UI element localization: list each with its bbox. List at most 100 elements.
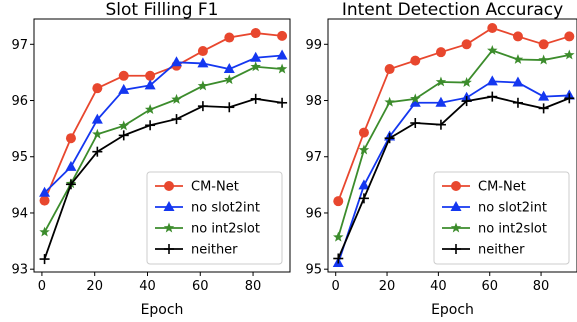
series-line [43,97,283,260]
legend: CM-Net no slot2int no int2slot neither [433,171,570,265]
data-point [538,39,549,50]
data-point [91,113,103,124]
x-tick-label: 0 [38,279,46,294]
series-line [337,27,570,202]
chart-title: Intent Detection Accuracy [342,0,563,20]
data-point [435,119,446,130]
data-point [512,31,523,42]
legend-entry: neither [442,243,525,258]
x-tick-label: 40 [139,279,156,294]
data-point [435,47,446,58]
data-point [410,55,421,66]
data-point [538,90,550,101]
data-point [333,231,344,242]
data-point [145,120,156,131]
legend-marker [163,222,175,233]
data-point [358,144,370,155]
data-point [145,70,156,81]
y-tick-label: 94 [11,206,28,221]
data-point [487,91,498,102]
x-tick-label: 0 [332,279,340,294]
legend-entry: no int2slot [442,222,547,237]
series-cm-net [39,28,288,206]
data-point [410,93,421,104]
legend-entry: CM-Net [442,180,526,195]
legend-marker [450,201,462,211]
data-point [144,104,156,114]
data-point [409,96,421,107]
data-point [250,28,261,39]
data-point [224,32,235,43]
data-point [118,130,129,141]
data-point [333,196,344,207]
legend-entry: no slot2int [442,201,547,216]
data-point [277,30,288,41]
data-point [512,97,523,108]
legend-marker [164,244,174,254]
data-point [564,31,575,42]
series-line [43,65,283,233]
data-point [118,120,129,131]
series-neither [39,93,288,265]
data-point [224,74,235,85]
series-line [43,54,283,194]
data-point [39,226,50,237]
legend-marker [163,201,175,211]
data-point [250,93,261,104]
data-point [171,56,183,67]
data-point [435,96,447,107]
data-point [92,146,103,157]
data-point [144,79,156,90]
y-tick-label: 96 [11,94,28,109]
data-point [92,83,103,94]
legend-box [146,171,283,265]
data-point [39,195,50,206]
series-line [43,32,283,201]
y-tick-label: 93 [11,263,28,278]
data-point [39,186,51,197]
legend-label: neither [191,243,238,258]
data-point [461,39,472,50]
legend: CM-Net no slot2int no int2slot neither [146,171,283,265]
data-point [358,127,369,138]
data-point [564,93,575,104]
x-tick-label: 20 [86,279,103,294]
series-line [337,49,570,238]
series-line [337,95,570,259]
chart-panel-1: Slot Filling F1 93 94 95 96 97 0 20 40 60 80 Epoch C… [11,0,291,318]
legend-label: no slot2int [478,201,547,216]
x-tick-label: 80 [245,279,262,294]
data-point [384,64,395,75]
legend-label: neither [478,243,525,258]
data-point [197,80,209,91]
data-point [250,51,262,62]
data-point [435,76,447,87]
x-tick-label: 60 [481,279,498,294]
data-point [487,22,498,33]
legend-entry: CM-Net [155,180,239,195]
data-point [92,128,103,139]
data-point [250,61,261,72]
data-point [277,97,288,108]
legend-label: no int2slot [478,222,547,237]
chart-panel-2: Intent Detection Accuracy 95 96 97 98 99 0 20 40… [305,0,577,318]
legend-marker [450,222,462,233]
data-point [197,101,208,112]
y-tick-label: 95 [11,150,28,165]
y-tick-label: 96 [305,206,322,221]
y-tick-label: 97 [11,38,28,53]
legend-marker [164,181,174,191]
series-cm-net [333,22,575,207]
series-no-slot2int [39,49,288,197]
data-point [197,46,208,57]
legend-label: no slot2int [191,201,260,216]
data-point [276,49,288,60]
y-tick-label: 98 [305,94,322,109]
data-point [65,160,77,171]
data-point [461,77,472,87]
y-tick-label: 97 [305,150,322,165]
legend-marker [451,244,461,254]
y-tick-label: 99 [305,38,322,53]
x-tick-label: 20 [379,279,396,294]
